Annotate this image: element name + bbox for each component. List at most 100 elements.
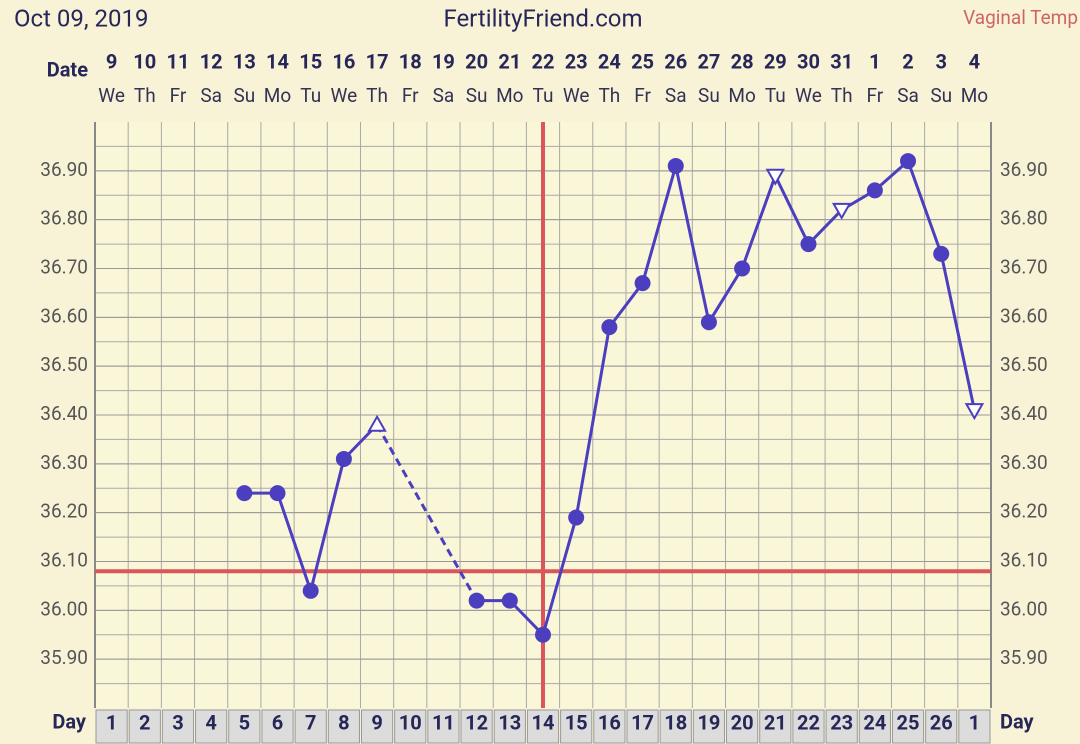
day-cell [128, 709, 161, 744]
weekday-label: Tu [300, 84, 321, 107]
day-cell [394, 709, 427, 744]
y-tick-label: 35.90 [40, 646, 88, 669]
day-cell [560, 709, 593, 744]
weekday-label: Th [598, 84, 620, 107]
y-tick-label: 36.00 [1000, 597, 1048, 620]
weekday-label: Sa [897, 84, 919, 107]
weekday-label: Th [831, 84, 853, 107]
day-cell [327, 709, 360, 744]
day-cell [161, 709, 195, 744]
temp-line [476, 158, 976, 638]
y-tick-label: 36.60 [1000, 304, 1048, 327]
gap-line [375, 424, 478, 602]
temp-point-open [831, 202, 852, 220]
day-cell [925, 709, 958, 744]
weekday-label: We [795, 84, 822, 107]
day-cell [759, 709, 792, 744]
weekday-label: Tu [533, 84, 554, 107]
date-label: 1 [869, 49, 880, 73]
date-label: 29 [764, 49, 787, 73]
date-label: 3 [935, 49, 946, 73]
date-label: 9 [106, 49, 117, 73]
day-cell [891, 709, 925, 744]
day-cell [593, 709, 626, 744]
day-cell [858, 709, 891, 744]
weekday-label: Th [366, 84, 388, 107]
temp-point [700, 314, 717, 331]
day-cell [659, 709, 692, 744]
day-cell [958, 709, 991, 744]
weekday-label: Mo [264, 84, 291, 107]
y-tick-label: 35.90 [1000, 646, 1048, 669]
temp-point [335, 450, 352, 467]
weekday-label: Su [930, 84, 952, 107]
weekday-label: Mo [496, 84, 523, 107]
temp-point [634, 275, 651, 292]
date-label: 28 [731, 49, 754, 73]
day-cell [526, 709, 560, 744]
date-label: 17 [366, 49, 389, 73]
temp-point [933, 245, 950, 262]
x-tick-label: 7 [305, 710, 316, 734]
temp-point [667, 157, 684, 174]
temp-point [269, 485, 286, 502]
date-label: 20 [465, 49, 488, 73]
y-tick-label: 36.80 [1000, 207, 1048, 230]
date-label: 13 [233, 49, 256, 73]
y-tick-label: 36.00 [40, 597, 88, 620]
x-tick-label: 13 [498, 710, 521, 734]
date-label: 15 [299, 49, 322, 73]
weekday-label: Fr [867, 84, 884, 107]
day-cell [427, 709, 460, 744]
weekday-label: We [98, 84, 125, 107]
day-cell [626, 709, 659, 744]
date-label: 2 [902, 49, 913, 73]
y-tick-label: 36.40 [40, 402, 88, 425]
x-tick-label: 9 [371, 710, 382, 734]
y-tick-label: 36.80 [40, 207, 88, 230]
weekday-label: Su [466, 84, 488, 107]
chart-title: FertilityFriend.com [443, 4, 642, 32]
y-tick-label: 36.90 [40, 158, 88, 181]
temp-point [866, 182, 883, 199]
day-cell [726, 709, 759, 744]
weekday-label: Sa [665, 84, 687, 107]
x-tick-label: 14 [532, 710, 555, 734]
day-cell [792, 709, 825, 744]
date-label: 26 [664, 49, 687, 73]
x-tick-label: 23 [830, 710, 853, 734]
day-cell [360, 709, 394, 744]
date-label: 18 [399, 49, 422, 73]
weekday-label: Tu [765, 84, 786, 107]
date-label: 23 [565, 49, 588, 73]
x-tick-label: 8 [338, 710, 349, 734]
weekday-label: Fr [402, 84, 419, 107]
y-tick-label: 36.60 [40, 304, 88, 327]
x-tick-label: 22 [797, 710, 820, 734]
temp-point [601, 319, 618, 336]
y-tick-label: 36.20 [40, 500, 88, 523]
date-label: 25 [631, 49, 654, 73]
date-label: 11 [166, 49, 189, 73]
x-tick-label: 24 [863, 710, 886, 734]
weekday-label: Mo [728, 84, 755, 107]
date-label: 21 [498, 49, 521, 73]
day-cell [493, 709, 526, 744]
x-tick-label: 21 [764, 710, 787, 734]
y-tick-label: 36.90 [1000, 158, 1048, 181]
x-tick-label: 5 [239, 710, 250, 734]
day-label: Day [52, 709, 87, 733]
temp-point [501, 592, 518, 609]
x-tick-label: 4 [205, 710, 216, 734]
x-tick-label: 3 [172, 710, 183, 734]
x-tick-label: 1 [106, 710, 117, 734]
y-tick-label: 36.70 [40, 256, 88, 279]
weekday-label: Fr [170, 84, 187, 107]
date-label: Date [47, 57, 88, 81]
temp-point [900, 153, 917, 170]
date-label: 30 [797, 49, 820, 73]
date-label: 31 [830, 49, 853, 73]
y-tick-label: 36.70 [1000, 256, 1048, 279]
weekday-label: Su [233, 84, 255, 107]
y-tick-label: 36.50 [1000, 353, 1048, 376]
